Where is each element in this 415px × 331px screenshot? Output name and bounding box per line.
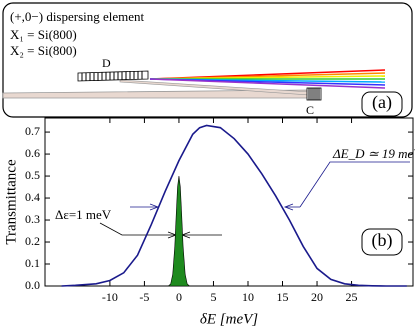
line xyxy=(61,124,407,287)
annotation: ΔE_D ≃ 19 meV xyxy=(332,146,415,161)
beam-diagram xyxy=(2,69,386,101)
plot-frame xyxy=(44,117,414,287)
y-tick-label: 0.6 xyxy=(25,146,40,160)
y-tick-label: 0.4 xyxy=(25,190,40,204)
x-tick-label: -5 xyxy=(139,290,149,304)
crystal-label: X₂ = Si(800) xyxy=(10,43,77,58)
y-tick-label: 0.0 xyxy=(25,278,40,292)
y-tick-label: 0.5 xyxy=(25,168,40,182)
x-tick-label: 25 xyxy=(346,290,358,304)
x-axis-label: δE [meV] xyxy=(200,311,258,327)
panel-a-frame xyxy=(2,2,413,118)
heading: (+,0−) dispersing element xyxy=(10,9,145,24)
x-tick-label: 5 xyxy=(210,290,216,304)
panel-label-box xyxy=(361,91,403,117)
area xyxy=(168,176,190,287)
x-tick-label: 0 xyxy=(176,290,182,304)
annotation: Δε=1 meV xyxy=(55,207,112,222)
panel-label: (a) xyxy=(372,92,392,113)
crystal-label: X₁ = Si(800) xyxy=(10,27,77,42)
y-axis-label: Transmittance xyxy=(3,159,19,245)
y-tick-label: 0.7 xyxy=(25,124,40,138)
panel-label: (b) xyxy=(372,230,393,251)
y-tick-label: 0.2 xyxy=(25,234,40,248)
x-tick-label: 10 xyxy=(242,290,254,304)
x-tick-label: 20 xyxy=(311,290,323,304)
panel-label-box xyxy=(361,228,403,256)
y-tick-label: 0.1 xyxy=(25,256,40,270)
label-d: D xyxy=(102,56,111,70)
y-tick-label: 0.3 xyxy=(25,212,40,226)
x-tick-label: -10 xyxy=(102,290,118,304)
label-c: C xyxy=(306,103,314,117)
annotation-arrows xyxy=(99,161,410,239)
x-tick-label: 15 xyxy=(277,290,289,304)
